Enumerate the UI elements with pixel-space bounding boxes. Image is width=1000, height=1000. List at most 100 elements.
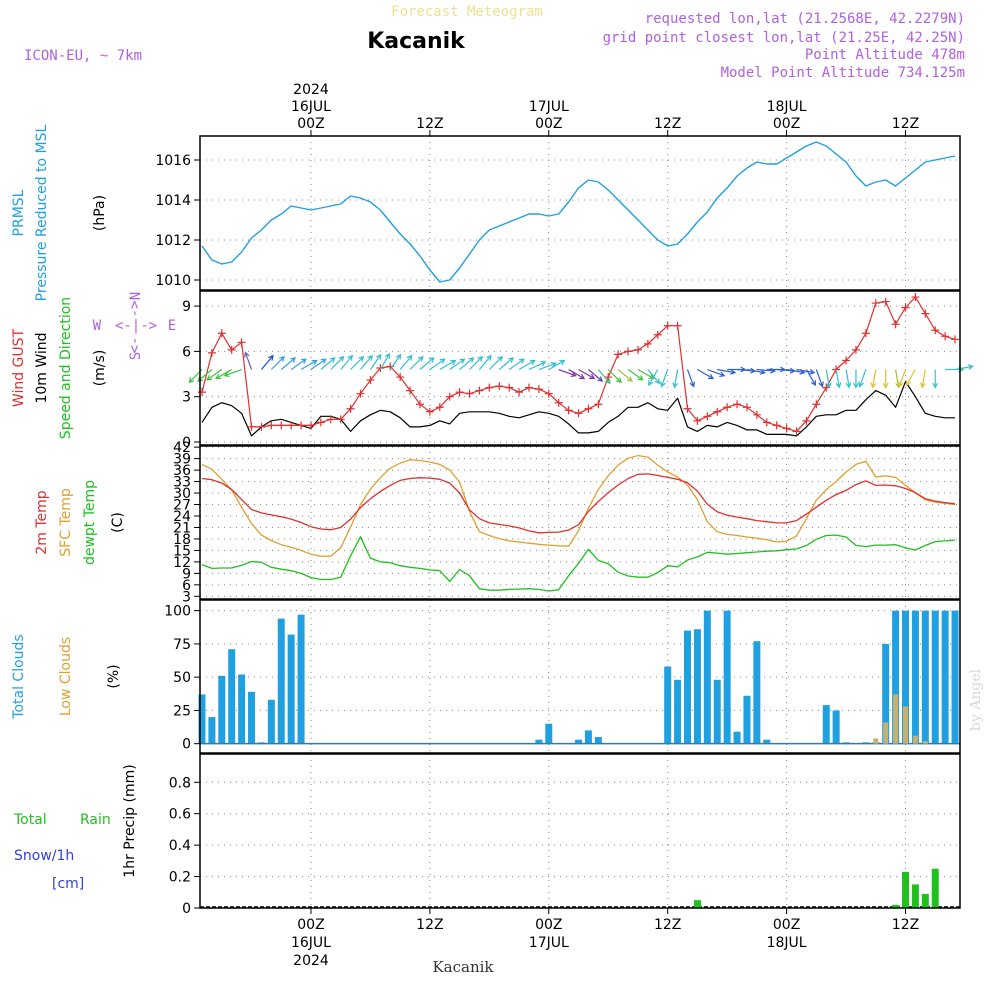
temp-ytick-label: 27	[173, 498, 191, 514]
pressure-panel-bg	[200, 136, 960, 290]
rain-bar	[931, 868, 939, 908]
top-time-label: 12Z	[654, 116, 681, 132]
pressure-ytick-label: 1010	[155, 273, 191, 289]
low-cloud-bar	[922, 741, 928, 744]
watermark: by Angel	[968, 668, 984, 731]
wind-arrow	[215, 368, 233, 380]
pressure-ytick-label: 1012	[155, 233, 191, 249]
total-cloud-bar	[921, 610, 929, 744]
wind-arrow	[637, 368, 655, 380]
precip-label-snow: Snow/1h	[14, 848, 74, 864]
wind-arrow	[882, 369, 889, 389]
wind-arrow	[320, 357, 336, 370]
top-time-label: 12Z	[416, 116, 443, 132]
gust-marker	[465, 389, 474, 398]
gust-marker	[673, 321, 682, 330]
dewpt-temp-line	[201, 534, 956, 592]
gust-marker	[733, 400, 742, 409]
temp-ytick-label: 18	[173, 532, 191, 548]
temp-axis-label: (C)	[110, 512, 126, 533]
total-cloud-bar	[832, 710, 840, 744]
total-cloud-bar	[911, 610, 919, 744]
wind-arrow	[825, 369, 832, 389]
top-time-label: 12Z	[892, 116, 919, 132]
wind-arrow	[548, 359, 566, 371]
gust-marker	[554, 398, 563, 407]
bottom-time-label: 12Z	[416, 917, 443, 933]
temp-panel-frame	[199, 445, 961, 600]
gust-marker	[683, 404, 692, 413]
total-cloud-bar	[684, 630, 692, 744]
wind-ytick-label: 3	[182, 390, 191, 406]
wind-axis-label: Wind GUST	[11, 328, 27, 407]
gust-marker	[762, 418, 771, 427]
wind-arrow	[538, 362, 557, 371]
low-cloud-bar	[893, 694, 899, 744]
clouds-axis-label: (%)	[106, 664, 122, 688]
wind-arrow	[419, 357, 435, 370]
clouds-panel-frame	[199, 599, 961, 754]
temp-ytick-label: 3	[182, 589, 191, 605]
point-altitude: Point Altitude 478m	[805, 47, 965, 63]
gust-marker	[663, 321, 672, 330]
compass-e: E	[168, 318, 176, 334]
total-cloud-bar	[594, 737, 602, 744]
sfc-temp-line	[201, 454, 956, 557]
pressure-axis-label: (hPa)	[92, 195, 108, 231]
wind-arrow	[898, 369, 907, 388]
precip-ytick-label: 0	[182, 901, 191, 917]
gust-marker	[594, 400, 603, 409]
total-cloud-bar	[208, 717, 216, 744]
wind-speed-line	[201, 381, 955, 437]
temp-ytick-label: 33	[173, 475, 191, 491]
compass-arrow-h: <-|->	[115, 318, 157, 334]
gust-marker	[723, 403, 732, 412]
total-cloud-bar	[902, 610, 910, 744]
wind-arrow	[340, 354, 354, 370]
gust-marker	[921, 309, 930, 318]
top-time-label: 00Z	[297, 116, 324, 132]
wind-arrow	[672, 369, 679, 389]
bottom-time-label: 00Z	[535, 917, 562, 933]
gust-marker	[366, 376, 375, 385]
top-time-label: 18JUL	[767, 99, 807, 115]
wind-arrow	[627, 369, 644, 381]
gust-marker	[425, 407, 434, 416]
gust-marker	[475, 386, 484, 395]
gust-marker	[485, 383, 494, 392]
gust-marker	[574, 409, 583, 418]
temp-axis-label: dewpt Temp	[82, 480, 98, 565]
gust-marker	[752, 410, 761, 419]
gust-marker	[693, 416, 702, 425]
gust-marker	[584, 404, 593, 413]
precip-label-rain: Rain	[80, 812, 111, 828]
gust-marker	[861, 329, 870, 338]
compass-n: N	[128, 292, 144, 300]
wind-arrow	[717, 368, 737, 375]
total-cloud-bar	[892, 610, 900, 744]
wind-arrow	[845, 369, 852, 389]
gust-marker	[941, 332, 950, 341]
top-time-label: 00Z	[535, 116, 562, 132]
wind-arrow	[389, 353, 402, 370]
gust-marker	[316, 418, 325, 427]
wind-arrow	[617, 369, 633, 382]
total-cloud-bar	[248, 691, 256, 744]
wind-arrow	[280, 357, 296, 370]
temp-ytick-label: 39	[173, 452, 191, 468]
gust-marker	[742, 403, 751, 412]
precip-ytick-label: 0.4	[169, 838, 191, 854]
temp-ytick-label: 9	[182, 566, 191, 582]
bottom-time-label: 00Z	[297, 917, 324, 933]
wind-ytick-label: 9	[182, 299, 191, 315]
bottom-time-label: 00Z	[773, 917, 800, 933]
wind-arrow	[805, 369, 817, 387]
wind-arrow	[954, 364, 975, 371]
total-cloud-bar	[535, 739, 543, 744]
wind-arrow	[815, 369, 824, 388]
top-time-label: 2024	[293, 82, 329, 98]
bottom-time-label: 2024	[293, 953, 329, 969]
precip-ytick-label: 0.8	[169, 775, 191, 791]
wind-arrow	[508, 358, 525, 371]
rain-bar	[921, 893, 929, 908]
